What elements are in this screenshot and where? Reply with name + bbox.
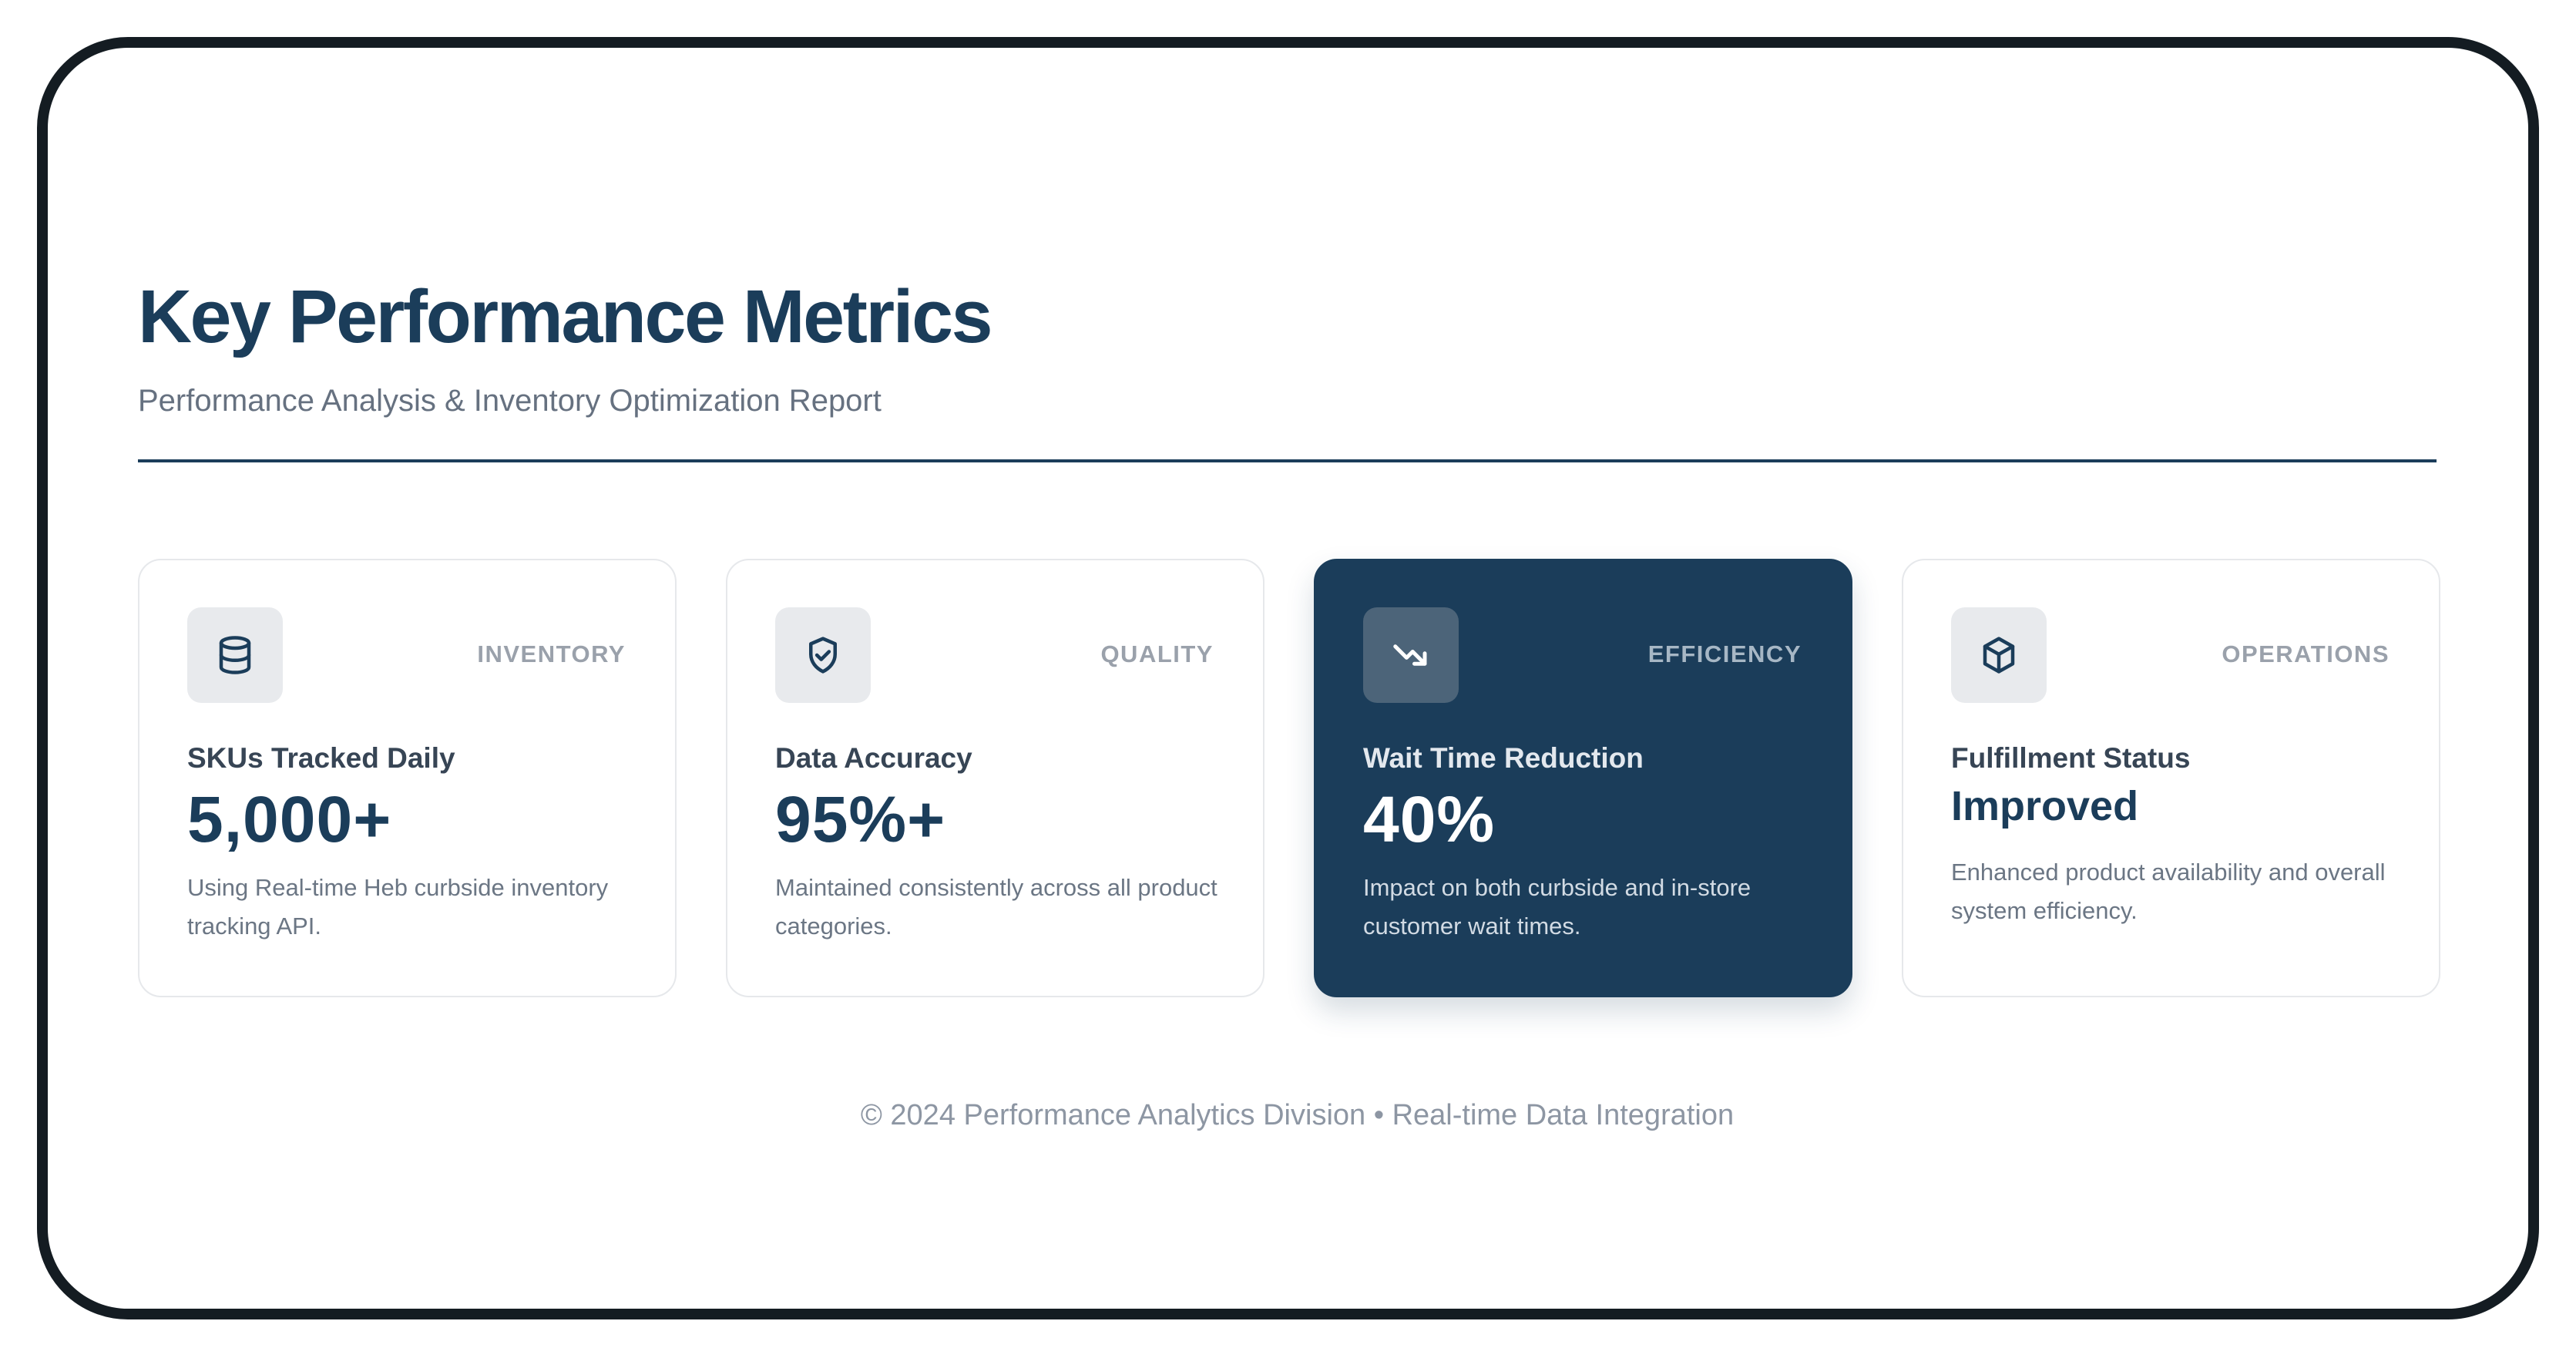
footer-text: © 2024 Performance Analytics Division • … (860, 1099, 1735, 1131)
shield-check-icon (775, 607, 871, 703)
trending-down-icon (1363, 607, 1459, 703)
metric-description: Impact on both curbside and in-store cus… (1363, 874, 1751, 940)
category-label: INVENTORY (477, 640, 626, 667)
category-label: EFFICIENCY (1647, 640, 1802, 667)
category-label: OPERATIONS (2222, 640, 2390, 667)
metric-card-operations: OPERATIONS Fulfillment Status Improved E… (1902, 559, 2440, 997)
metric-value: Improved (1951, 783, 2139, 829)
metric-value: 5,000+ (187, 783, 392, 855)
metric-description: Using Real-time Heb curbside inventory t… (187, 874, 609, 940)
metric-value: 40% (1363, 783, 1496, 855)
box-icon (1951, 607, 2047, 703)
metric-label: Data Accuracy (775, 742, 972, 774)
page-title: Key Performance Metrics (138, 274, 993, 358)
metric-card-inventory: INVENTORY SKUs Tracked Daily 5,000+ Usin… (138, 559, 677, 997)
category-label: QUALITY (1100, 640, 1214, 667)
metric-label: Wait Time Reduction (1363, 742, 1644, 774)
metric-label: Fulfillment Status (1951, 742, 2191, 774)
metric-description: Maintained consistently across all produ… (775, 874, 1217, 940)
metric-card-efficiency: EFFICIENCY Wait Time Reduction 40% Impac… (1314, 559, 1852, 997)
page-subtitle: Performance Analysis & Inventory Optimiz… (138, 384, 882, 418)
window-frame: Key Performance Metrics Performance Anal… (37, 37, 2539, 1319)
metric-value: 95%+ (775, 783, 946, 855)
metric-card-quality: QUALITY Data Accuracy 95%+ Maintained co… (726, 559, 1264, 997)
header-divider (138, 459, 2437, 462)
metric-description: Enhanced product availability and overal… (1951, 859, 2386, 924)
metrics-grid: INVENTORY SKUs Tracked Daily 5,000+ Usin… (138, 559, 2440, 997)
database-icon (187, 607, 283, 703)
metric-label: SKUs Tracked Daily (187, 742, 455, 774)
